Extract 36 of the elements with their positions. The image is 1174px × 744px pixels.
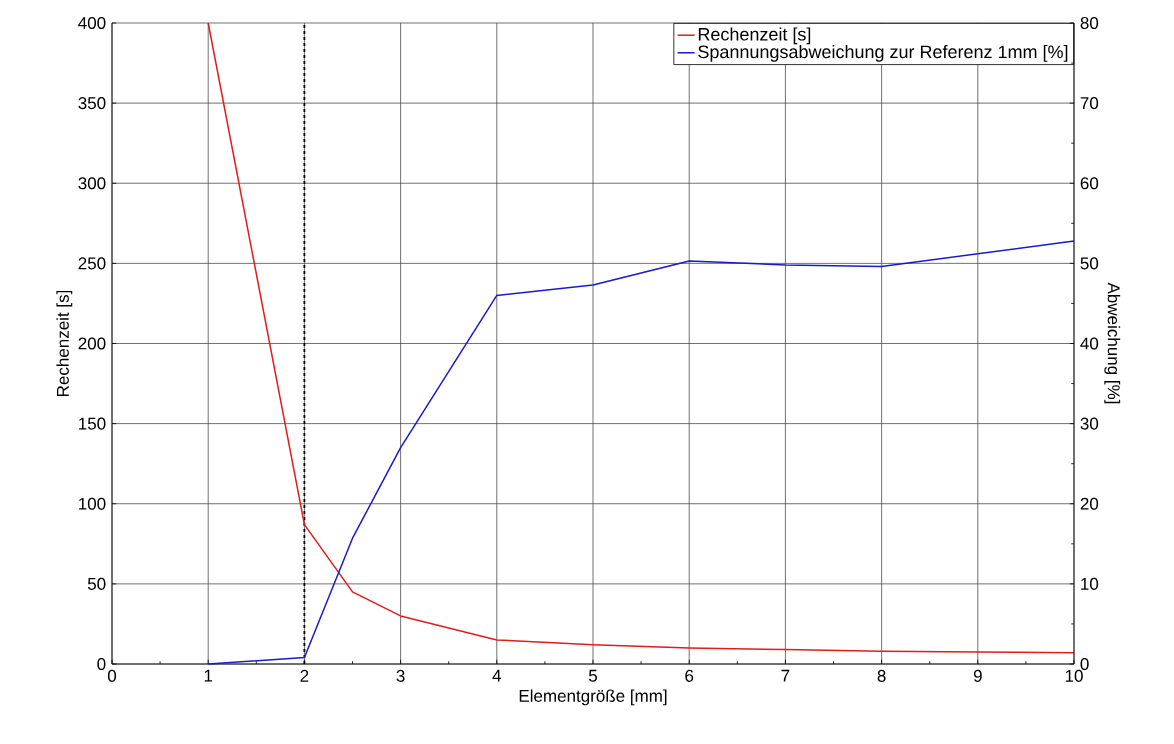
y-tick-label: 100 bbox=[79, 497, 106, 510]
y2-tick-label: 70 bbox=[1080, 97, 1099, 110]
line-series bbox=[207, 240, 1075, 665]
y2-tick-label: 30 bbox=[1080, 417, 1099, 430]
line-series bbox=[207, 22, 1075, 654]
y-axis-title: Rechenzeit [s] bbox=[56, 290, 73, 396]
x-tick-label: 2 bbox=[300, 669, 309, 682]
y-tick-label: 150 bbox=[79, 417, 106, 430]
y2-tick-label: 60 bbox=[1080, 177, 1099, 190]
legend-label: Rechenzeit [s] bbox=[698, 27, 811, 45]
x-tick-label: 7 bbox=[781, 669, 790, 682]
x-axis-title: Elementgröße [mm] bbox=[519, 689, 667, 706]
y-tick-label: 200 bbox=[78, 337, 106, 350]
x-tick-label: 10 bbox=[1065, 669, 1083, 682]
y-tick-label: 300 bbox=[78, 177, 106, 190]
y2-tick-label: 50 bbox=[1080, 257, 1099, 270]
y-tick-label: 50 bbox=[87, 577, 106, 590]
y-tick-label: 350 bbox=[78, 97, 106, 110]
x-tick-label: 9 bbox=[973, 669, 982, 682]
x-tick-label: 0 bbox=[107, 669, 117, 682]
x-tick-label: 1 bbox=[204, 669, 213, 682]
x-tick-label: 4 bbox=[492, 669, 502, 682]
y2-tick-label: 40 bbox=[1080, 337, 1099, 350]
x-tick-label: 3 bbox=[396, 669, 405, 682]
x-tick-label: 5 bbox=[588, 669, 598, 682]
x-tick-label: 8 bbox=[877, 669, 886, 682]
y2-axis-title: Abweichung [%] bbox=[1104, 282, 1121, 404]
y2-tick-label: 80 bbox=[1080, 16, 1099, 30]
y-tick-label: 250 bbox=[78, 257, 106, 270]
y-tick-label: 400 bbox=[78, 16, 106, 30]
y2-tick-label: 20 bbox=[1080, 497, 1099, 510]
y2-tick-label: 10 bbox=[1081, 577, 1099, 590]
legend-label: Spannungsabweichung zur Referenz 1mm [%] bbox=[698, 44, 1068, 62]
y-tick-label: 0 bbox=[97, 657, 106, 671]
y2-tick-label: 0 bbox=[1080, 657, 1089, 671]
x-tick-label: 6 bbox=[685, 669, 694, 682]
